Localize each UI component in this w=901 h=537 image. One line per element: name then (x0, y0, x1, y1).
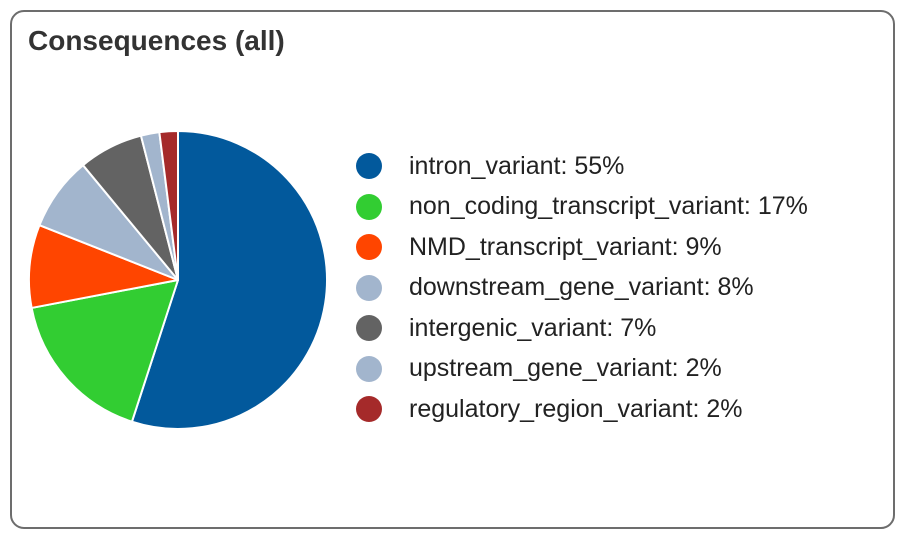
chart-legend: intron_variant: 55% non_coding_transcript… (356, 146, 808, 430)
legend-swatch (356, 274, 382, 301)
pie-slice-intron-variant[interactable] (130, 130, 328, 430)
legend-swatch (356, 153, 382, 180)
pie-slice-nmd-transcript-variant[interactable] (28, 224, 179, 309)
legend-label: intron_variant: 55% (409, 151, 625, 180)
legend-item-intron-variant[interactable]: intron_variant: 55% (356, 146, 808, 187)
legend-label: regulatory_region_variant: 2% (409, 394, 743, 423)
legend-item-upstream-gene-variant[interactable]: upstream_gene_variant: 2% (356, 349, 808, 390)
legend-label: downstream_gene_variant: 8% (409, 273, 754, 302)
legend-label: non_coding_transcript_variant: 17% (409, 192, 808, 221)
pie-slice-regulatory-region-variant[interactable] (158, 129, 179, 281)
legend-item-intergenic-variant[interactable]: intergenic_variant: 7% (356, 308, 808, 349)
legend-swatch (356, 193, 382, 220)
legend-swatch (356, 234, 382, 261)
legend-label: intergenic_variant: 7% (409, 313, 657, 342)
legend-swatch (356, 315, 382, 342)
pie-slice-non-coding-transcript-variant[interactable] (30, 279, 179, 423)
legend-item-regulatory-region-variant[interactable]: regulatory_region_variant: 2% (356, 389, 808, 430)
legend-item-nmd-transcript-variant[interactable]: NMD_transcript_variant: 9% (356, 227, 808, 268)
panel-title: Consequences (all) (28, 25, 285, 56)
legend-item-non-coding-transcript-variant[interactable]: non_coding_transcript_variant: 17% (356, 187, 808, 228)
legend-label: upstream_gene_variant: 2% (409, 354, 722, 383)
legend-swatch (356, 396, 382, 423)
legend-swatch (356, 355, 382, 382)
legend-item-downstream-gene-variant[interactable]: downstream_gene_variant: 8% (356, 268, 808, 309)
legend-label: NMD_transcript_variant: 9% (409, 232, 722, 261)
